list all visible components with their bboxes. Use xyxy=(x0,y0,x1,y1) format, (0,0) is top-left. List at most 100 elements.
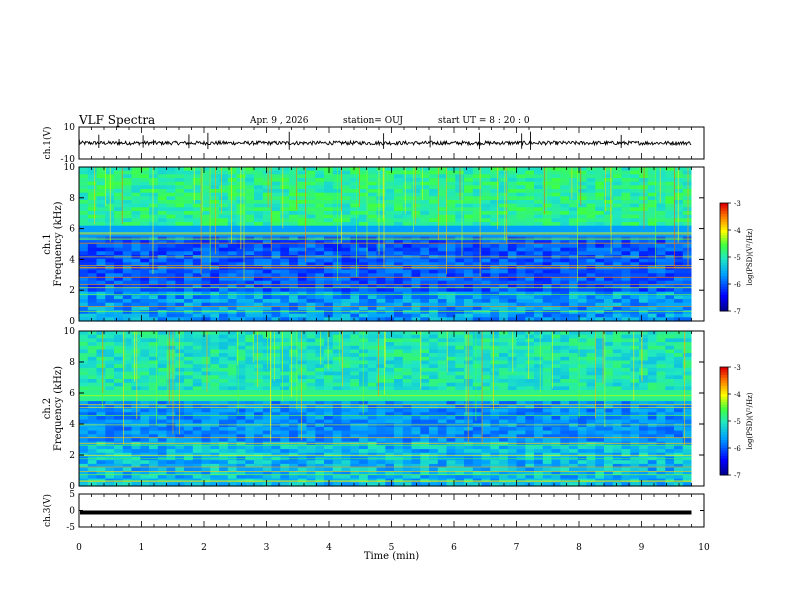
spectrogram-cell xyxy=(586,353,596,358)
spectrogram-cell xyxy=(350,419,360,424)
spectrogram-cell xyxy=(429,178,439,183)
spectrogram-cell xyxy=(516,262,526,267)
spectrogram-cell xyxy=(227,280,238,285)
spectrogram-cell xyxy=(175,247,185,252)
spectrogram-cell xyxy=(639,233,649,238)
spectrogram-cell xyxy=(429,189,439,194)
spectrogram-cell xyxy=(385,233,395,238)
spectrogram-cell xyxy=(140,277,150,282)
spectrogram-cell xyxy=(542,415,553,421)
spectrogram-cell xyxy=(210,401,220,406)
spectrogram-cell xyxy=(656,390,666,395)
spectrogram-cell xyxy=(621,360,631,365)
spectrogram-cell xyxy=(306,302,316,307)
colorbar-cell xyxy=(720,262,728,266)
spectrogram-cell xyxy=(394,229,404,234)
spectrogram-cell xyxy=(122,415,133,421)
spectrogram-cell xyxy=(586,240,596,245)
spectrogram-cell xyxy=(534,240,544,245)
spectrogram-cell xyxy=(289,269,299,274)
spectrogram-cell xyxy=(507,397,518,402)
spectrogram-cell xyxy=(96,415,106,421)
spectrogram-cell xyxy=(560,382,570,387)
spectrogram-cell xyxy=(385,251,395,256)
spectrogram-cell xyxy=(674,371,684,376)
spectrogram-cell xyxy=(464,412,474,417)
spectrogram-cell xyxy=(612,367,623,373)
spectrogram-cell xyxy=(367,342,378,347)
spectrogram-cell xyxy=(481,412,491,417)
spectrogram-cell xyxy=(341,178,351,183)
spectrogram-cell xyxy=(122,299,133,304)
spectrogram-cell xyxy=(79,214,89,219)
spectrogram-cell xyxy=(192,353,203,358)
spectrogram-cell xyxy=(306,174,316,179)
spectrogram-cell xyxy=(420,196,430,201)
spectrogram-cell xyxy=(455,247,465,252)
spectrogram-cell xyxy=(394,218,404,223)
spectrogram-cell xyxy=(394,192,404,197)
spectrogram-cell xyxy=(499,349,509,354)
spectrogram-cell xyxy=(577,386,588,391)
spectrogram-cell xyxy=(569,367,579,373)
spectrogram-cell xyxy=(402,299,413,304)
spectrogram-cell xyxy=(140,317,150,322)
spectrogram-cell xyxy=(376,262,386,267)
spectrogram-cell xyxy=(525,233,535,238)
spectrogram-cell xyxy=(254,419,264,424)
spectrogram-cell xyxy=(122,295,133,300)
spectrogram-cell xyxy=(656,218,666,223)
spectrogram-cell xyxy=(516,222,526,227)
spectrogram-cell xyxy=(210,236,220,241)
spectrogram-cell xyxy=(306,419,316,424)
spectrogram-cell xyxy=(175,412,185,417)
spectrogram-cell xyxy=(429,225,439,230)
spectrogram-cell xyxy=(630,367,640,373)
spectrogram-cell xyxy=(79,356,89,362)
spectrogram-cell xyxy=(490,334,500,339)
spectrogram-cell xyxy=(429,196,439,201)
spectrogram-cell xyxy=(254,258,264,263)
spectrogram-cell xyxy=(271,415,281,421)
spectrogram-cell xyxy=(577,390,588,395)
spectrogram-cell xyxy=(437,225,448,230)
spectrogram-cell xyxy=(612,280,623,285)
spectrogram-cell xyxy=(674,353,684,358)
spectrogram-cell xyxy=(79,203,89,208)
spectrogram-cell xyxy=(604,247,614,252)
spectrogram-cell xyxy=(621,218,631,223)
spectrogram-cell xyxy=(140,181,150,186)
spectrogram-cell xyxy=(227,262,238,267)
spectrogram-cell xyxy=(525,317,535,322)
spectrogram-cell xyxy=(157,189,168,194)
spectrogram-cell xyxy=(122,225,133,230)
spectrogram-cell xyxy=(595,258,605,263)
spectrogram-cell xyxy=(210,382,220,387)
spectrogram-cell xyxy=(297,170,308,175)
spectrogram-cell xyxy=(639,345,649,351)
spectrogram-cell xyxy=(201,310,211,315)
spectrogram-cell xyxy=(621,415,631,421)
spectrogram-cell xyxy=(577,338,588,343)
spectrogram-cell xyxy=(586,244,596,249)
spectrogram-cell xyxy=(525,375,535,380)
spectrogram-cell xyxy=(149,342,159,347)
spectrogram-cell xyxy=(114,342,124,347)
spectrogram-cell xyxy=(446,291,456,296)
spectrogram-cell xyxy=(96,313,106,318)
spectrogram-cell xyxy=(201,174,211,179)
spectrogram-cell xyxy=(499,338,509,343)
spectrogram-cell xyxy=(542,236,553,241)
spectrogram-cell xyxy=(490,371,500,376)
spectrogram-cell xyxy=(507,302,518,307)
spectrogram-cell xyxy=(219,356,229,362)
spectrogram-cell xyxy=(647,262,658,267)
spectrogram-cell xyxy=(586,313,596,318)
spectrogram-cell xyxy=(385,386,395,391)
spectrogram-cell xyxy=(341,353,351,358)
spectrogram-cell xyxy=(219,258,229,263)
spectrogram-cell xyxy=(534,401,544,406)
spectrogram-cell xyxy=(455,382,465,387)
spectrogram-cell xyxy=(140,196,150,201)
spectrogram-cell xyxy=(166,317,176,322)
